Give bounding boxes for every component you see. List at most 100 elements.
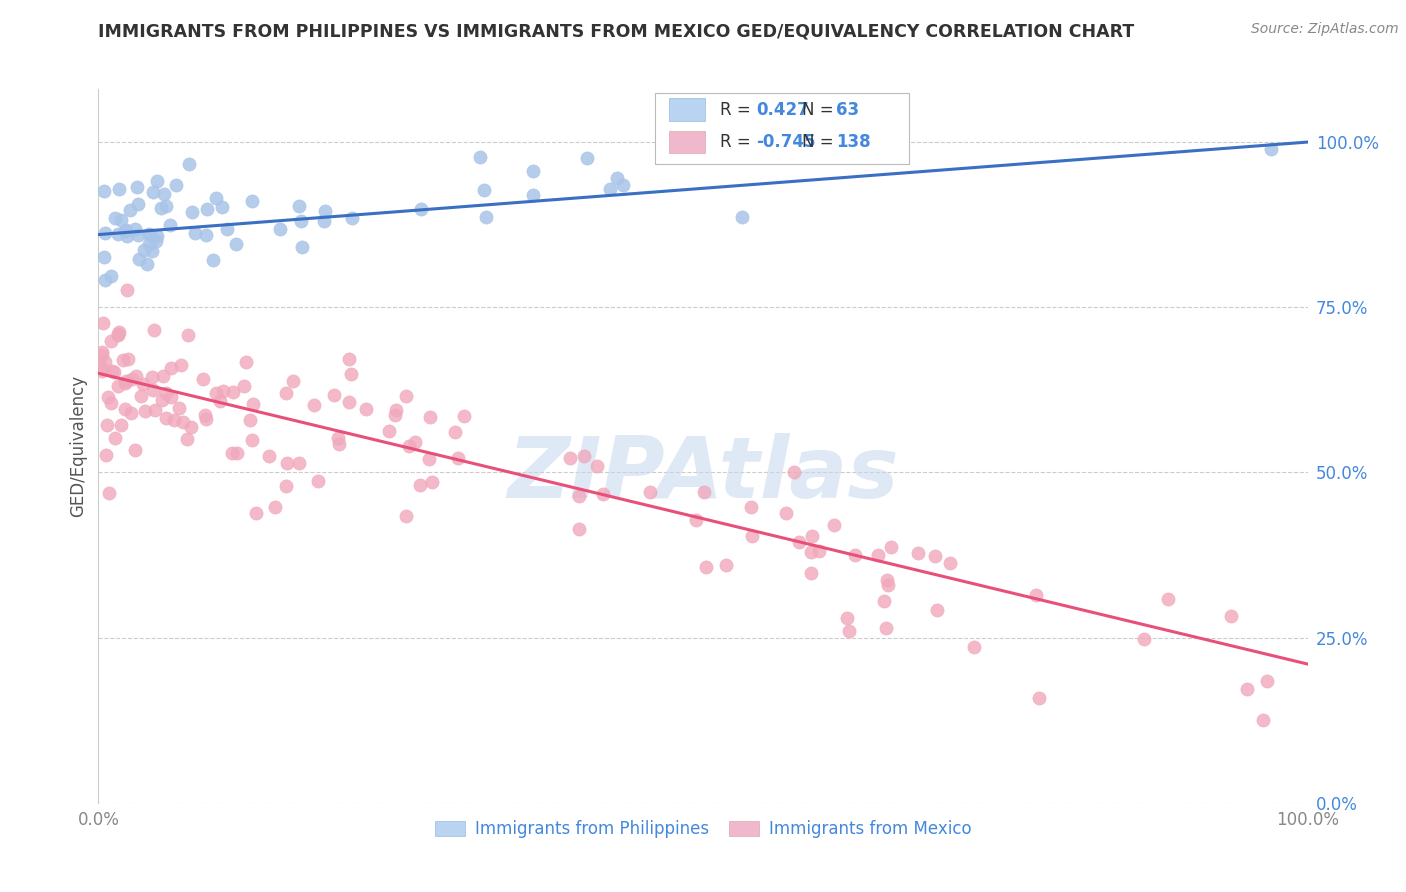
Point bbox=[146, 228, 169, 243]
Point bbox=[1028, 690, 1050, 705]
Point bbox=[800, 566, 823, 580]
Point bbox=[115, 374, 138, 388]
Point bbox=[98, 485, 121, 500]
Point bbox=[120, 406, 142, 420]
Point bbox=[1256, 673, 1278, 688]
Point bbox=[575, 151, 598, 165]
Point bbox=[283, 375, 305, 389]
Point bbox=[337, 395, 360, 409]
Point bbox=[155, 199, 177, 213]
Point bbox=[94, 226, 117, 240]
Point bbox=[775, 506, 797, 520]
Point bbox=[269, 222, 291, 236]
Point bbox=[685, 513, 707, 527]
Point bbox=[132, 243, 155, 257]
FancyBboxPatch shape bbox=[669, 98, 706, 121]
Point bbox=[568, 489, 591, 503]
Point bbox=[124, 369, 146, 384]
Text: R =: R = bbox=[720, 101, 756, 119]
Point bbox=[328, 436, 350, 450]
Point bbox=[191, 372, 214, 386]
Text: -0.745: -0.745 bbox=[756, 133, 815, 151]
Point bbox=[159, 390, 181, 404]
Point bbox=[180, 419, 202, 434]
Point bbox=[420, 475, 443, 490]
Point bbox=[558, 450, 581, 465]
Point bbox=[395, 508, 418, 523]
Point bbox=[160, 360, 183, 375]
Point bbox=[287, 456, 309, 470]
Point bbox=[876, 573, 898, 587]
Text: IMMIGRANTS FROM PHILIPPINES VS IMMIGRANTS FROM MEXICO GED/EQUIVALENCY CORRELATIO: IMMIGRANTS FROM PHILIPPINES VS IMMIGRANT… bbox=[98, 22, 1135, 40]
Point bbox=[875, 621, 897, 635]
Point bbox=[877, 578, 900, 592]
Point bbox=[139, 228, 162, 243]
Point bbox=[235, 355, 257, 369]
Text: Source: ZipAtlas.com: Source: ZipAtlas.com bbox=[1251, 22, 1399, 37]
Point bbox=[1132, 632, 1154, 647]
Point bbox=[1157, 591, 1180, 606]
Point bbox=[240, 433, 263, 447]
Point bbox=[93, 185, 115, 199]
Point bbox=[314, 204, 336, 219]
Point bbox=[741, 529, 763, 543]
Point bbox=[101, 364, 124, 378]
Point bbox=[522, 188, 544, 202]
Point bbox=[212, 384, 235, 398]
Point bbox=[127, 197, 149, 211]
Point bbox=[97, 390, 120, 404]
Point bbox=[291, 240, 314, 254]
Point bbox=[142, 384, 165, 398]
Point bbox=[127, 228, 149, 243]
Point bbox=[307, 475, 329, 489]
Point bbox=[155, 386, 177, 401]
Point bbox=[395, 389, 418, 403]
Point bbox=[138, 237, 160, 252]
Point bbox=[108, 326, 131, 340]
Point bbox=[340, 211, 363, 225]
Point bbox=[136, 257, 159, 271]
Text: N =: N = bbox=[803, 133, 839, 151]
Point bbox=[150, 201, 173, 215]
Point bbox=[120, 202, 142, 217]
Point bbox=[1236, 682, 1258, 697]
Point bbox=[93, 250, 115, 264]
Point bbox=[91, 364, 114, 378]
Point bbox=[276, 456, 298, 470]
Point bbox=[100, 268, 122, 283]
Point bbox=[716, 558, 738, 573]
Point bbox=[290, 213, 312, 227]
Point bbox=[100, 334, 122, 349]
Point bbox=[1253, 714, 1275, 728]
Point bbox=[866, 548, 889, 562]
Point bbox=[125, 179, 148, 194]
Point bbox=[276, 479, 298, 493]
Point bbox=[91, 348, 114, 362]
Point bbox=[605, 171, 627, 186]
Point bbox=[638, 484, 661, 499]
Point bbox=[124, 221, 146, 235]
Point bbox=[103, 365, 125, 379]
Text: N =: N = bbox=[803, 101, 839, 119]
Point bbox=[205, 191, 228, 205]
Point bbox=[242, 194, 264, 209]
Point bbox=[143, 403, 166, 417]
Point bbox=[586, 458, 609, 473]
Point bbox=[800, 545, 823, 559]
Point bbox=[470, 150, 492, 164]
Text: 0.427: 0.427 bbox=[756, 101, 808, 119]
Y-axis label: GED/Equivalency: GED/Equivalency bbox=[69, 375, 87, 517]
Point bbox=[226, 446, 249, 460]
Point bbox=[121, 371, 143, 385]
Point bbox=[938, 557, 960, 571]
Point bbox=[96, 448, 118, 462]
Point bbox=[695, 560, 717, 574]
Point bbox=[155, 410, 177, 425]
Point bbox=[419, 410, 441, 425]
Legend: Immigrants from Philippines, Immigrants from Mexico: Immigrants from Philippines, Immigrants … bbox=[427, 814, 979, 845]
Point bbox=[823, 518, 845, 533]
Point bbox=[225, 236, 247, 251]
Point bbox=[100, 396, 122, 410]
Point bbox=[177, 157, 200, 171]
Point bbox=[522, 164, 544, 178]
